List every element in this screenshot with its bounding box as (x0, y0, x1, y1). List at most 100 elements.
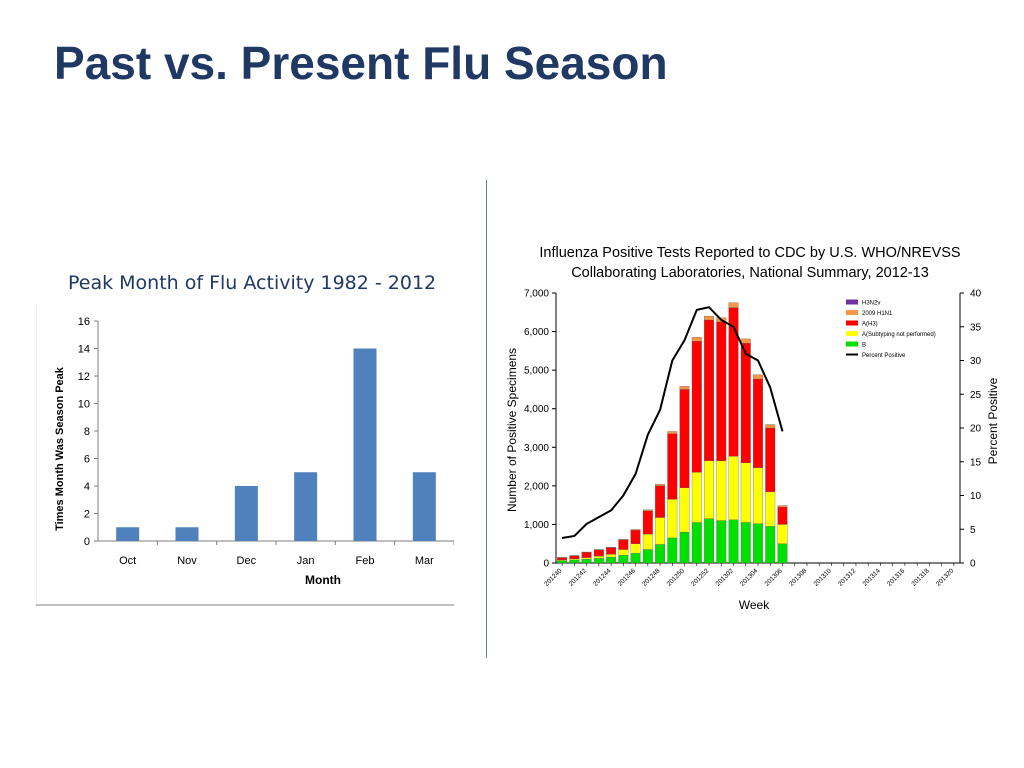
right-chart-percent-positive-line (561, 306, 784, 539)
right-chart-ytick-label: 7,000 (524, 289, 549, 300)
right-chart-ytick-label: 2,000 (524, 481, 549, 492)
right-chart-xtick-label: 201246 (617, 567, 638, 588)
right-chart-legend-label: Percent Positive (862, 353, 906, 359)
right-chart-bar-segment (716, 520, 727, 564)
right-chart-bar-segment (765, 491, 776, 527)
left-chart-bar-nov (175, 527, 199, 541)
right-chart-y2tick-label: 15 (970, 457, 982, 468)
right-chart-legend-swatch (846, 320, 858, 326)
influenza-positive-tests-chart: Influenza Positive Tests Reported to CDC… (505, 245, 1000, 612)
right-chart-title-line-1: Influenza Positive Tests Reported to CDC… (539, 245, 960, 261)
right-chart-bar-segment (728, 519, 739, 564)
right-chart-xtick-label: 201252 (690, 567, 711, 588)
right-chart-bar-segment (691, 522, 702, 564)
right-chart-bar-segment (557, 560, 568, 564)
left-chart-ytick-label: 4 (84, 481, 90, 493)
right-chart-bar-segment (618, 539, 629, 550)
left-chart-ytick-label: 2 (84, 509, 90, 521)
right-chart-ylabel: Number of Positive Specimens (505, 348, 519, 512)
right-chart-bar-segment (679, 389, 690, 488)
right-chart-legend-label: B (862, 343, 866, 349)
right-chart-y2tick-label: 0 (970, 559, 976, 570)
right-chart-legend-label: H3N2v (862, 301, 880, 307)
right-chart-bar-segment (618, 555, 629, 564)
right-chart-bar-segment (593, 549, 604, 557)
right-chart-bar-segment (691, 341, 702, 473)
right-chart-xtick-label: 201250 (666, 567, 687, 588)
right-chart-bar-segment (655, 517, 665, 545)
right-chart-bar-segment (569, 559, 580, 564)
right-chart-bar-segment (667, 499, 678, 539)
right-chart-bar-segment (630, 543, 641, 554)
left-chart-ytick-label: 10 (78, 399, 90, 411)
right-chart-y2tick-label: 25 (970, 390, 982, 401)
right-chart-bar-segment (655, 484, 665, 487)
right-chart-xtick-label: 201244 (592, 567, 613, 588)
right-chart-legend-swatch (846, 310, 858, 315)
right-chart-bar-segment (765, 526, 776, 564)
left-chart-ytick-label: 14 (78, 344, 90, 356)
right-chart-bar-segment (740, 522, 751, 564)
right-chart-bar-segment (691, 472, 702, 523)
right-chart-bar-segment (716, 460, 727, 521)
right-chart-xtick-label: 201320 (935, 567, 956, 588)
right-chart-bar-segment (777, 506, 788, 525)
left-chart-xtick-label: Jan (297, 555, 315, 567)
right-chart-y2tick-label: 20 (970, 424, 982, 435)
right-chart-y2label: Percent Positive (986, 377, 1000, 464)
right-chart-bar-segment (581, 558, 592, 564)
left-chart-ytick-label: 6 (84, 454, 90, 466)
left-chart-bar-mar (412, 472, 436, 541)
right-chart-ytick-label: 1,000 (524, 520, 549, 531)
right-chart-bar-segment (581, 552, 592, 558)
right-chart-xtick-label: 201318 (911, 567, 932, 588)
right-chart-bar-segment (740, 342, 751, 463)
right-chart-title-line-2: Collaborating Laboratories, National Sum… (571, 265, 929, 281)
right-chart-bar-segment (655, 544, 665, 564)
right-chart-bar-segment (704, 518, 714, 564)
right-chart-bar-segment (667, 537, 678, 564)
right-chart-bar-segment (618, 539, 629, 541)
right-chart-legend-swatch (846, 299, 858, 305)
left-chart-xtick-label: Nov (177, 555, 197, 567)
left-chart-xtick-label: Mar (415, 555, 434, 567)
right-chart-legend-swatch (846, 331, 858, 336)
right-chart-bar-segment (704, 315, 714, 321)
right-chart-xtick-label: 201240 (543, 567, 564, 588)
right-chart-bar-segment (667, 431, 678, 434)
right-chart-bar-segment (642, 509, 653, 512)
right-chart-bar-segment (667, 433, 678, 500)
right-chart-bar-segment (679, 487, 690, 533)
right-chart-bar-segment (642, 533, 653, 550)
left-chart-caption: Peak Month of Flu Activity 1982 - 2012 (68, 272, 437, 294)
right-chart-ytick-label: 6,000 (524, 327, 549, 338)
right-chart-bar-segment (777, 524, 788, 544)
left-chart-ytick-label: 16 (78, 316, 90, 328)
right-chart-bar-segment (765, 427, 776, 492)
right-chart-bar-segment (679, 531, 690, 564)
right-chart-bar-segment (569, 555, 580, 559)
right-chart-bar-segment (606, 557, 617, 564)
right-chart-bar-segment (740, 338, 751, 344)
right-chart-y2tick-label: 35 (970, 322, 982, 333)
left-chart-bar-jan (294, 472, 318, 541)
right-chart-bar-segment (642, 510, 653, 535)
right-chart-ytick-label: 0 (543, 559, 549, 570)
vertical-divider (486, 180, 487, 658)
left-chart-bar-dec (234, 486, 258, 541)
right-chart-bar-segment (765, 424, 776, 429)
right-chart-bar-segment (740, 462, 751, 523)
right-chart-xtick-label: 201310 (813, 567, 834, 588)
right-chart-y2tick-label: 40 (970, 289, 982, 300)
left-chart-bar-oct (116, 527, 140, 541)
right-chart-bar-segment (618, 549, 629, 556)
right-chart-xlabel: Week (739, 598, 770, 612)
right-chart-xtick-label: 201302 (715, 567, 736, 588)
right-chart-bar-segment (581, 557, 592, 560)
right-chart-bar-segment (704, 460, 714, 519)
right-chart-xtick-label: 201306 (764, 567, 785, 588)
left-chart-ylabel: Times Month Was Season Peak (54, 366, 66, 531)
right-chart-bar-segment (679, 386, 690, 390)
left-chart-ytick-label: 12 (78, 371, 90, 383)
right-chart-legend-swatch (846, 341, 858, 347)
